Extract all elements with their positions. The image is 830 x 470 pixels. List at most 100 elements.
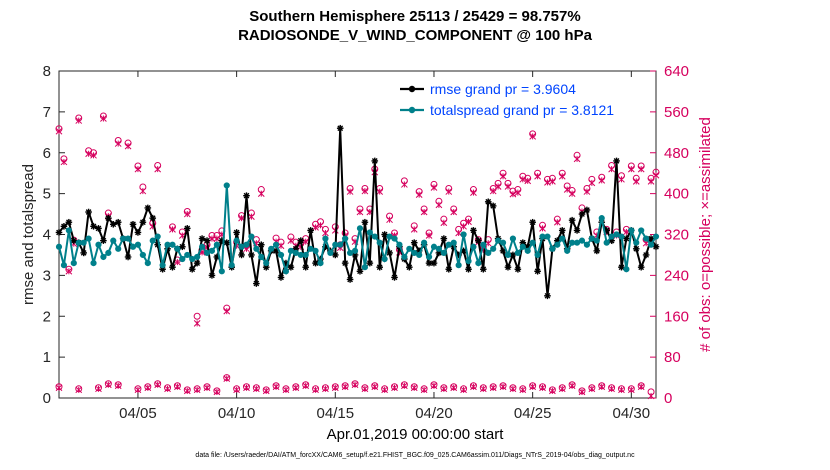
rmse-point [169,263,176,271]
rmse-point-stroke [579,211,585,217]
obs-bottom-assimilated-marker [164,385,171,393]
totalspread-point [90,260,97,267]
y-tick-label: 2 [43,308,51,325]
rmse-point [109,220,117,228]
totalspread-point [376,239,383,246]
rmse-point [366,259,374,267]
rmse-point-stroke [431,260,437,266]
rmse-point-stroke [584,207,590,213]
rmse-point-stroke [56,229,62,236]
rmse-point-stroke [243,192,250,199]
totalspread-point [618,233,625,240]
y-tick-label: 0 [43,390,51,407]
rmse-point-stroke [258,241,265,248]
totalspread-point [159,262,166,269]
obs-assimilated-marker [139,187,147,195]
rmse-point [568,216,576,224]
x-tick-label: 04/20 [415,405,453,422]
totalspread-point [544,233,551,240]
obs-assimilated-marker [588,179,596,187]
totalspread-point [401,253,408,261]
rmse-point-stroke [110,221,117,228]
totalspread-point [317,260,324,267]
obs-assimilated-marker [632,178,640,185]
totalspread-point [228,262,235,269]
rmse-point [183,225,191,232]
obs-bottom-assimilated-marker [183,387,191,395]
rmse-point [475,237,482,244]
obs-bottom-assimilated-marker [371,383,379,391]
obs-assimilated-marker [376,188,384,195]
totalspread-point [495,237,502,244]
rmse-point-stroke [278,274,284,281]
rmse-point-stroke [347,276,353,283]
obs-assimilated-marker [257,190,265,197]
rmse-point [193,259,201,267]
rmse-point-stroke [297,237,304,244]
obs-bottom-assimilated-marker [361,385,369,393]
rmse-point [55,229,63,236]
rmse-point-stroke [376,264,383,271]
legend-marker-totalspread [408,106,416,114]
y2-tick-label: 320 [664,227,689,244]
obs-bottom-assimilated-marker [618,386,625,394]
obs-assimilated-marker [558,172,566,180]
obs-assimilated-marker [386,216,393,224]
rmse-point [65,218,73,226]
rmse-point-stroke [179,243,186,250]
totalspread-point [287,247,294,254]
rmse-point-stroke [574,227,580,234]
totalspread-point [638,227,645,234]
obs-assimilated-marker [568,190,576,197]
rmse-point [233,229,240,236]
rmse-point-stroke [475,237,482,244]
rmse-point [445,265,453,273]
rmse-point [60,223,68,230]
rmse-point-stroke [65,219,72,226]
x-tick-label: 04/05 [119,405,157,422]
totalspread-point [381,255,388,263]
obs-assimilated-marker [539,225,546,232]
rmse-point [85,208,92,216]
rmse-point [578,210,586,218]
obs-bottom-assimilated-marker [95,385,102,393]
obs-assimilated-marker [504,183,512,190]
obs-bottom-assimilated-marker [213,388,221,396]
obs-assimilated-marker [183,210,191,218]
rmse-point-stroke [534,268,541,275]
rmse-point [287,263,295,271]
obs-assimilated-marker [287,237,295,244]
totalspread-point [134,241,142,248]
rmse-point-stroke [381,231,388,238]
rmse-point-stroke [529,219,536,226]
obs-assimilated-marker [322,229,329,237]
obs-bottom-assimilated-marker [529,383,537,391]
rmse-point-stroke [95,225,102,232]
totalspread-point [164,241,171,248]
totalspread-point [129,243,137,250]
obs-bottom-assimilated-marker [499,383,507,391]
y-tick-label: 4 [43,227,51,244]
obs-assimilated-marker [302,238,310,246]
rmse-point [558,227,566,234]
totalspread-point [490,245,497,252]
obs-assimilated-marker [637,165,645,173]
obs-assimilated-marker [317,221,324,229]
totalspread-point [253,245,260,252]
rmse-point-stroke [302,264,309,271]
rmse-point [484,198,492,206]
rmse-point-stroke [90,223,97,230]
totalspread-point [110,237,117,244]
rmse-point [391,274,398,281]
rmse-point-stroke [510,252,516,258]
totalspread-point [203,249,211,256]
rmse-point [489,202,497,210]
rmse-point [114,218,122,226]
obs-assimilated-marker [618,175,625,183]
rmse-point [410,239,418,246]
obs-bottom-assimilated-marker [519,386,527,394]
y2-tick-label: 640 [664,63,689,80]
rmse-point-stroke [406,264,413,271]
obs-bottom-assimilated-marker [450,384,458,392]
totalspread-point [189,255,196,263]
